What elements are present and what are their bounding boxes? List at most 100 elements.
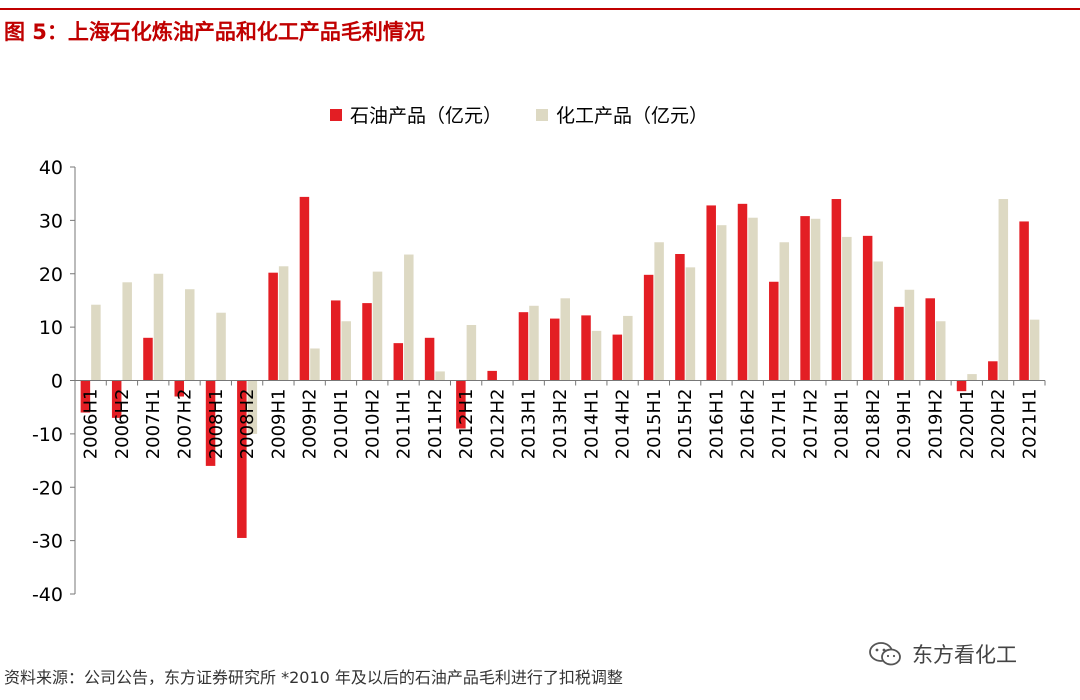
bar-refining-2010H1: [330, 300, 341, 381]
y-tick-label: 10: [39, 317, 63, 339]
x-tick-label: 2017H1: [769, 389, 790, 460]
x-tick-label: 2018H1: [832, 389, 853, 460]
bar-chemical-2018H2: [873, 261, 883, 381]
bar-refining-2018H2: [862, 235, 873, 381]
bar-refining-2017H1: [769, 281, 779, 381]
x-tick-label: 2015H2: [675, 389, 696, 460]
bar-chemical-2013H1: [529, 305, 539, 381]
x-tick-label: 2013H2: [550, 389, 571, 460]
bar-refining-2015H2: [675, 254, 685, 381]
bar-chemical-2015H2: [685, 267, 696, 381]
x-tick-label: 2010H2: [362, 389, 383, 460]
bar-chemical-2007H1: [153, 273, 164, 381]
bar-chemical-2015H1: [654, 242, 664, 381]
bar-chemical-2010H2: [372, 271, 383, 381]
x-tick-label: 2016H1: [706, 389, 727, 460]
bar-chemical-2021H1: [1029, 319, 1040, 381]
bar-chemical-2009H1: [278, 266, 289, 381]
bar-refining-2011H2: [424, 337, 435, 381]
x-tick-label: 2009H2: [300, 389, 321, 460]
bar-chemical-2019H2: [935, 321, 946, 381]
x-tick-label: 2010H1: [331, 389, 352, 460]
bar-chemical-2012H1: [466, 324, 477, 381]
x-tick-label: 2015H1: [644, 389, 665, 460]
x-tick-label: 2014H2: [613, 389, 634, 460]
bar-refining-2007H2: [174, 380, 185, 397]
bar-refining-2014H1: [581, 315, 591, 381]
bar-chemical-2016H2: [748, 217, 758, 381]
x-tick-label: 2018H2: [863, 389, 884, 460]
bar-refining-2019H1: [894, 306, 904, 381]
bar-refining-2013H1: [518, 312, 529, 381]
x-tick-label: 2007H2: [175, 389, 196, 460]
bar-refining-2006H2: [111, 380, 122, 418]
legend-item-chemical: 化工产品（亿元）: [536, 101, 708, 128]
bar-chemical-2011H2: [435, 371, 445, 381]
bar-refining-2020H2: [988, 361, 998, 381]
bar-refining-2016H1: [706, 205, 716, 381]
bar-chemical-2018H1: [842, 236, 852, 381]
watermark: 东方看化工: [868, 639, 1017, 669]
legend-swatch-chemical: [536, 108, 549, 121]
legend-label-refining: 石油产品（亿元）: [350, 105, 503, 127]
bar-refining-2017H2: [800, 216, 810, 381]
x-tick-label: 2017H2: [800, 389, 821, 460]
bar-refining-2006H1: [80, 380, 91, 413]
figure-title: 图 5：上海石化炼油产品和化工产品毛利情况: [4, 20, 425, 44]
bar-refining-2009H2: [299, 196, 310, 381]
x-tick-label: 2016H2: [738, 389, 759, 460]
bar-refining-2016H2: [737, 203, 748, 381]
bar-chemical-2006H2: [122, 282, 132, 381]
bar-refining-2020H1: [956, 380, 967, 392]
legend-label-chemical: 化工产品（亿元）: [556, 105, 709, 127]
bar-refining-2009H1: [268, 272, 278, 381]
bar-refining-2014H2: [612, 334, 623, 381]
bar-refining-2019H2: [925, 298, 935, 381]
bar-chemical-2017H1: [779, 242, 790, 381]
y-tick-label: -20: [32, 477, 63, 499]
x-tick-label: 2008H1: [206, 389, 227, 460]
x-tick-label: 2019H1: [894, 389, 915, 460]
bar-refining-2012H2: [487, 370, 497, 381]
bar-chemical-2008H1: [216, 312, 226, 381]
bar-refining-2010H2: [362, 303, 372, 381]
bar-refining-2007H1: [143, 337, 153, 381]
bar-chemical-2013H2: [560, 298, 570, 381]
bar-refining-2008H1: [205, 380, 216, 466]
x-tick-label: 2006H1: [81, 389, 102, 460]
y-tick-label: 20: [39, 264, 63, 286]
x-tick-label: 2007H1: [143, 389, 164, 460]
bar-chemical-2008H2: [247, 380, 258, 434]
bar-refining-2021H1: [1019, 221, 1029, 381]
bar-chemical-2014H1: [591, 330, 602, 381]
x-tick-label: 2013H1: [519, 389, 540, 460]
bar-chemical-2010H1: [341, 321, 351, 381]
bar-chemical-2009H2: [310, 348, 320, 381]
top-rule: [0, 8, 1080, 10]
bar-refining-2018H1: [831, 199, 842, 381]
bar-chemical-2017H2: [810, 218, 821, 381]
bar-refining-2008H2: [237, 380, 247, 538]
x-tick-label: 2012H1: [456, 389, 477, 460]
watermark-text: 东方看化工: [912, 643, 1017, 667]
x-tick-label: 2011H1: [394, 389, 415, 460]
x-tick-label: 2011H2: [425, 389, 446, 460]
bar-chemical-2014H2: [623, 315, 633, 381]
y-tick-label: -30: [32, 531, 63, 553]
x-tick-label: 2008H2: [237, 389, 258, 460]
bar-chemical-2016H1: [716, 225, 727, 381]
bar-refining-2011H1: [393, 343, 404, 381]
bar-chemical-2011H1: [404, 254, 414, 381]
y-tick-label: 40: [39, 157, 63, 179]
x-tick-label: 2009H1: [268, 389, 289, 460]
chart-legend: 石油产品（亿元） 化工产品（亿元）: [330, 101, 708, 128]
y-tick-label: 30: [39, 210, 63, 232]
bar-chemical-2007H2: [185, 289, 195, 381]
x-tick-label: 2019H2: [925, 389, 946, 460]
bar-refining-2012H1: [456, 380, 466, 429]
x-tick-label: 2021H1: [1019, 389, 1040, 460]
legend-swatch-refining: [330, 108, 342, 121]
y-tick-label: -10: [32, 424, 63, 446]
x-tick-label: 2006H2: [112, 389, 133, 460]
